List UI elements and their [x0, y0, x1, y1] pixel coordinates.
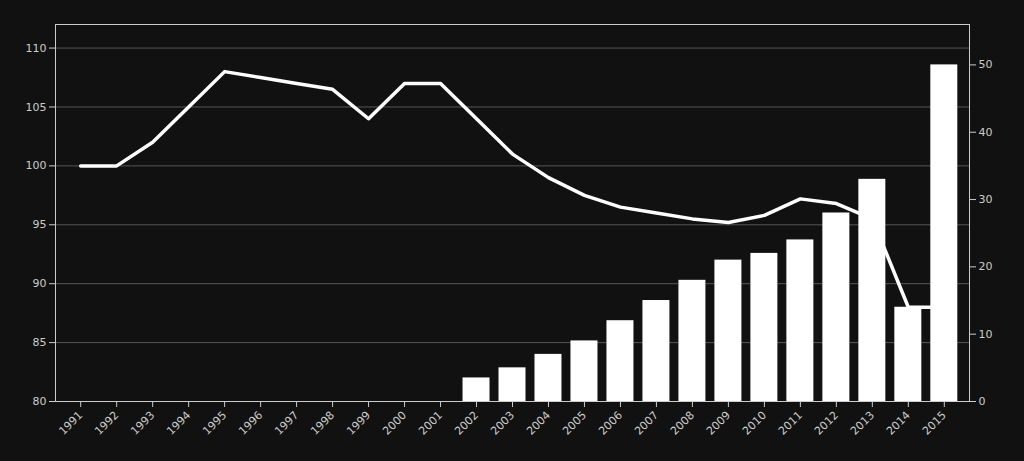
svg-text:110: 110 [26, 42, 47, 55]
svg-text:1996: 1996 [236, 409, 265, 438]
svg-text:2002: 2002 [452, 409, 481, 438]
svg-text:2014: 2014 [884, 409, 913, 438]
svg-text:2004: 2004 [524, 409, 553, 438]
svg-text:105: 105 [26, 100, 47, 113]
svg-text:1997: 1997 [272, 409, 301, 438]
svg-text:1995: 1995 [200, 409, 229, 438]
svg-text:20: 20 [979, 260, 993, 273]
svg-text:1994: 1994 [164, 409, 193, 438]
svg-text:80: 80 [33, 395, 47, 408]
svg-text:40: 40 [979, 126, 993, 139]
svg-text:100: 100 [26, 159, 47, 172]
svg-text:2012: 2012 [812, 409, 841, 438]
svg-text:1992: 1992 [92, 409, 121, 438]
svg-text:2001: 2001 [416, 409, 445, 438]
svg-text:1993: 1993 [128, 409, 157, 438]
svg-text:50: 50 [979, 58, 993, 71]
svg-text:85: 85 [33, 336, 47, 349]
svg-text:0: 0 [979, 395, 986, 408]
svg-text:10: 10 [979, 328, 993, 341]
svg-text:2010: 2010 [740, 409, 769, 438]
svg-text:2011: 2011 [776, 409, 805, 438]
svg-text:95: 95 [33, 218, 47, 231]
svg-text:2009: 2009 [704, 409, 733, 438]
svg-text:2007: 2007 [632, 409, 661, 438]
svg-text:2013: 2013 [848, 409, 877, 438]
svg-text:30: 30 [979, 193, 993, 206]
svg-text:1998: 1998 [308, 409, 337, 438]
svg-text:2003: 2003 [488, 409, 517, 438]
svg-text:1991: 1991 [56, 409, 85, 438]
svg-text:2005: 2005 [560, 409, 589, 438]
svg-text:2000: 2000 [380, 409, 409, 438]
svg-text:2006: 2006 [596, 409, 625, 438]
svg-text:90: 90 [33, 277, 47, 290]
svg-text:1999: 1999 [344, 409, 373, 438]
svg-text:2015: 2015 [920, 409, 949, 438]
svg-text:2008: 2008 [668, 409, 697, 438]
